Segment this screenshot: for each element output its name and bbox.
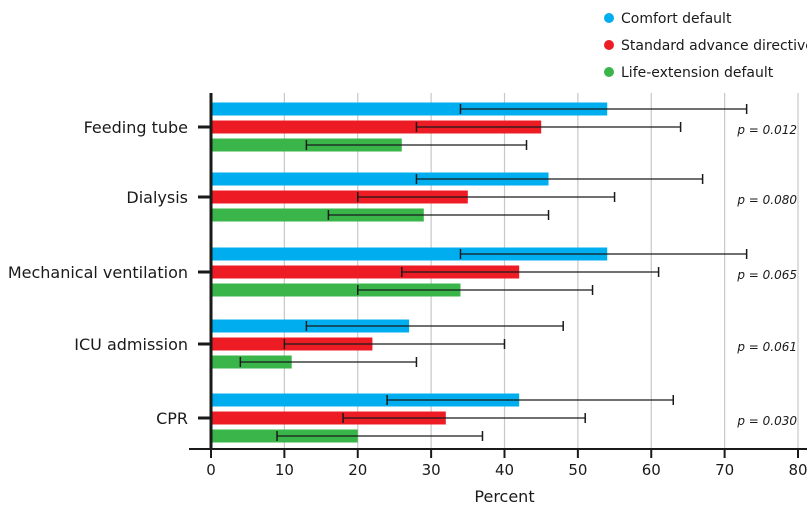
legend-item: Comfort default <box>604 11 732 27</box>
x-tick-label: 40 <box>495 461 514 479</box>
bar <box>211 102 608 116</box>
p-value-label: p = 0.061 <box>736 340 797 354</box>
legend-swatch <box>604 40 614 50</box>
x-axis-title: Percent <box>474 487 534 506</box>
bars <box>211 102 608 443</box>
error-bar <box>239 357 418 367</box>
x-tick-label: 80 <box>788 461 807 479</box>
x-tick-label: 20 <box>348 461 367 479</box>
category-label: Feeding tube <box>84 118 188 137</box>
bar <box>211 283 461 297</box>
bar <box>211 120 542 134</box>
legend-label: Life-extension default <box>621 65 774 81</box>
error-bar <box>459 249 748 259</box>
error-bar <box>401 267 660 277</box>
bar <box>211 411 446 425</box>
error-bar <box>459 104 748 114</box>
legend: Comfort default Standard advance directiv… <box>604 11 807 81</box>
error-bar <box>327 210 550 220</box>
p-value-labels: p = 0.012 p = 0.080 p = 0.065 p = 0.061 p = … <box>736 123 797 428</box>
x-tick-label: 30 <box>422 461 441 479</box>
bar <box>211 172 549 186</box>
category-label: ICU admission <box>74 335 188 354</box>
error-bar <box>305 321 564 331</box>
error-bar <box>283 339 506 349</box>
x-tick-label: 10 <box>275 461 294 479</box>
category-label: Mechanical ventilation <box>8 263 188 282</box>
legend-item: Standard advance directive <box>604 38 807 54</box>
legend-item: Life-extension default <box>604 65 774 81</box>
x-tick-label: 0 <box>206 461 216 479</box>
error-bar <box>357 192 616 202</box>
legend-label: Comfort default <box>621 11 732 27</box>
p-value-label: p = 0.012 <box>736 123 797 137</box>
error-bar <box>342 413 586 423</box>
x-tick-label: 70 <box>715 461 734 479</box>
category-label: CPR <box>156 409 188 428</box>
legend-label: Standard advance directive <box>621 38 807 54</box>
legend-swatch <box>604 67 614 77</box>
error-bar <box>386 395 675 405</box>
bar <box>211 190 468 204</box>
legend-swatch <box>604 13 614 23</box>
category-labels: Feeding tube Dialysis Mechanical ventilati… <box>8 118 211 428</box>
p-value-label: p = 0.065 <box>736 268 797 282</box>
x-tick-label: 60 <box>642 461 661 479</box>
error-bar <box>415 122 682 132</box>
p-value-label: p = 0.080 <box>736 193 797 207</box>
error-bar <box>305 140 528 150</box>
p-value-label: p = 0.030 <box>736 414 797 428</box>
bar <box>211 208 424 222</box>
bar <box>211 265 520 279</box>
error-bar <box>276 431 484 441</box>
bar <box>211 247 608 261</box>
error-bars <box>239 104 748 441</box>
bar <box>211 393 520 407</box>
error-bar <box>357 285 594 295</box>
x-tick-label: 50 <box>568 461 587 479</box>
category-label: Dialysis <box>126 188 188 207</box>
error-bar <box>415 174 704 184</box>
